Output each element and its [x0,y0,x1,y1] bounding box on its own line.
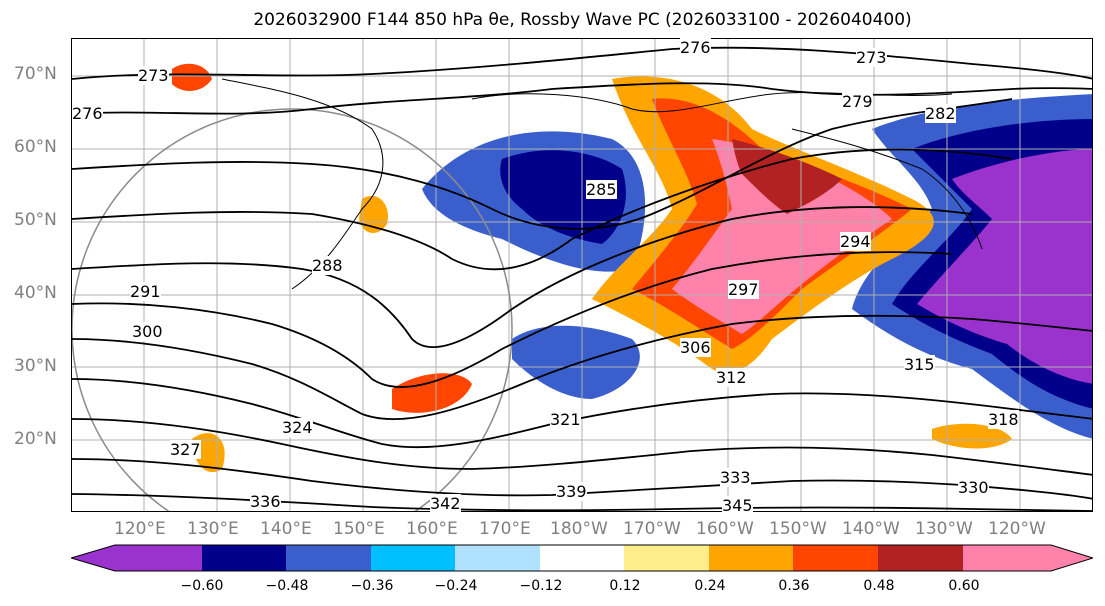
contour-label: 336 [250,492,281,511]
contour-label: 345 [722,496,753,515]
lat-label-60n: 60°N [14,137,57,157]
map-canvas [72,39,1092,511]
contour-label: 282 [925,104,956,123]
positive-anomaly-ridge-dark [732,139,842,214]
lat-label-50n: 50°N [14,210,57,230]
contour-label: 279 [842,92,873,111]
colorbar-segment [624,545,709,571]
colorbar-tick: −0.48 [265,578,309,594]
colorbar-tick: 0.60 [948,578,980,594]
lon-label-130e: 130°E [187,519,239,539]
colorbar-segment [202,545,286,571]
colorbar-segment [540,545,624,571]
lat-label-20n: 20°N [14,429,57,449]
contour-label: 312 [716,368,747,387]
colorbar-tick: 0.12 [609,578,641,594]
anomaly-shading [172,63,1092,473]
positive-anomaly-ridge-inner [672,139,892,334]
contour-label: 324 [282,418,313,437]
contour-label: 342 [430,494,461,513]
colorbar-tick: −0.36 [350,578,394,594]
colorbar-segment [793,545,878,571]
negative-anomaly-region-south [512,325,640,399]
colorbar-outline [71,544,1093,572]
lat-label-40n: 40°N [14,283,57,303]
colorbar-segment [71,545,202,571]
contour-label: 273 [856,48,887,67]
lon-label-140w: 140°W [842,519,900,539]
colorbar-segment [286,545,371,571]
contour-label: 273 [138,66,169,85]
contour-label: 291 [130,282,161,301]
lon-label-160e: 160°E [406,519,458,539]
positive-anomaly-patch-c [392,373,472,413]
contour-label: 330 [958,478,989,497]
lon-label-150e: 150°E [333,519,385,539]
contour-label: 339 [556,482,587,501]
contour-label: 297 [728,280,759,299]
reference-circle [72,108,513,511]
contour-label: 306 [680,338,711,357]
colorbar-segment [963,545,1047,571]
graticule [72,39,1092,511]
lon-label-170e: 170°E [479,519,531,539]
colorbar-segment [878,545,963,571]
contour-label: 300 [132,322,163,341]
contour-label: 276 [72,104,103,123]
colorbar [71,544,1093,572]
contour-label: 321 [550,410,581,429]
map-panel [71,38,1093,512]
positive-anomaly-patch-a [172,63,212,91]
negative-anomaly-purple-east [917,149,1092,384]
colorbar-tick: 0.48 [863,578,895,594]
colorbar-segment [371,545,455,571]
lat-label-70n: 70°N [14,64,57,84]
contour-label: 294 [840,232,871,251]
colorbar-segment [455,545,540,571]
colorbar-segment [1047,545,1093,571]
lon-label-140e: 140°E [260,519,312,539]
lon-label-130w: 130°W [915,519,973,539]
colorbar-tick: 0.24 [694,578,726,594]
lon-label-120w: 120°W [988,519,1046,539]
contour-label: 285 [586,180,617,199]
theta-e-contours [72,46,1092,511]
lat-label-30n: 30°N [14,356,57,376]
lon-label-170w: 170°W [623,519,681,539]
lon-label-120e: 120°E [114,519,166,539]
contour-label: 315 [904,355,935,374]
contour-label: 333 [720,468,751,487]
lon-label-150w: 150°W [769,519,827,539]
lon-label-180w: 180°W [550,519,608,539]
map-title: 2026032900 F144 850 hPa θe, Rossby Wave … [253,10,912,30]
colorbar-tick: −0.60 [180,578,224,594]
contour-label: 318 [988,410,1019,429]
contour-label: 288 [312,256,343,275]
colorbar-tick: 0.36 [778,578,810,594]
colorbar-segment [709,545,793,571]
colorbar-tick: −0.24 [434,578,478,594]
colorbar-segments [71,545,1093,571]
positive-anomaly-patch-d [932,423,1012,449]
colorbar-tick: −0.12 [519,578,563,594]
negative-anomaly-core-north [500,150,626,244]
lon-label-160w: 160°W [696,519,754,539]
contour-label: 276 [680,38,711,57]
contour-label: 327 [170,440,201,459]
